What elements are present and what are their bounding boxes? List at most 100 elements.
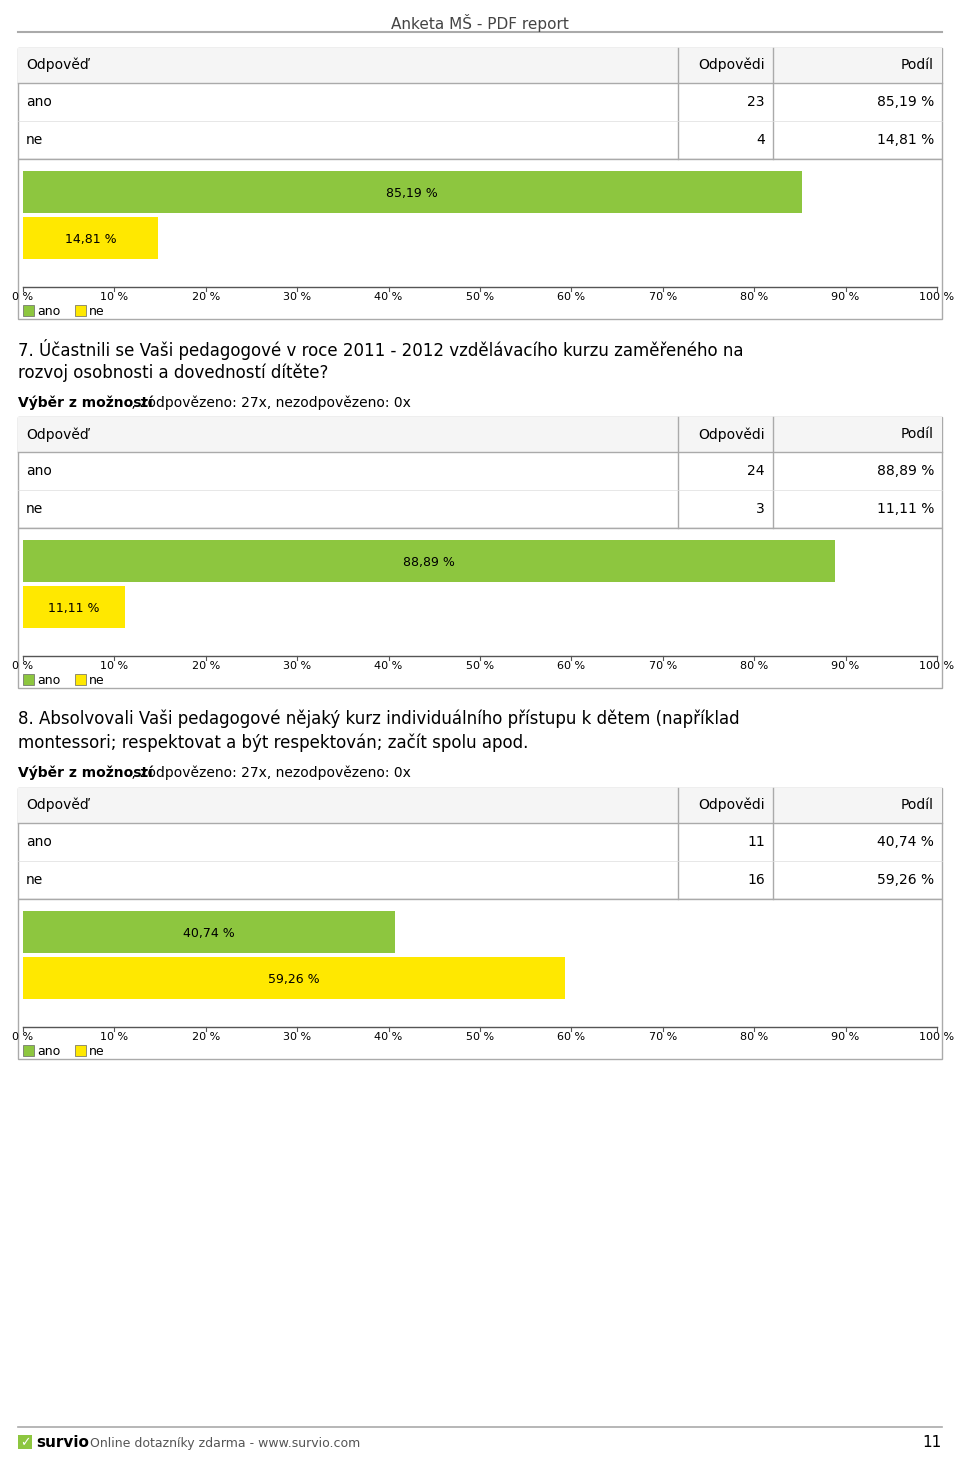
Text: Výběr z možností: Výběr z možností bbox=[18, 766, 153, 780]
Bar bbox=[75, 305, 86, 316]
Text: 80 %: 80 % bbox=[740, 661, 768, 671]
Text: 11,11 %: 11,11 % bbox=[48, 602, 100, 615]
Text: 20 %: 20 % bbox=[192, 661, 220, 671]
Text: ano: ano bbox=[37, 674, 60, 687]
Text: ano: ano bbox=[26, 465, 52, 478]
Text: 90 %: 90 % bbox=[831, 661, 860, 671]
Text: 11: 11 bbox=[747, 835, 765, 850]
Bar bbox=[23, 540, 835, 583]
Text: 90 %: 90 % bbox=[831, 292, 860, 302]
Text: ano: ano bbox=[26, 835, 52, 850]
Text: 59,26 %: 59,26 % bbox=[876, 873, 934, 886]
Text: 40 %: 40 % bbox=[374, 1032, 403, 1041]
Text: 7. Účastnili se Vaši pedagogové v roce 2011 - 2012 vzdělávacího kurzu zaměřeného: 7. Účastnili se Vaši pedagogové v roce 2… bbox=[18, 339, 743, 360]
Text: Odpovědi: Odpovědi bbox=[698, 426, 765, 441]
Bar bbox=[18, 528, 942, 687]
Text: , zodpovězeno: 27x, nezodpovězeno: 0x: , zodpovězeno: 27x, nezodpovězeno: 0x bbox=[127, 766, 411, 780]
Text: 20 %: 20 % bbox=[192, 1032, 220, 1041]
Bar bbox=[18, 1435, 32, 1448]
Text: 70 %: 70 % bbox=[649, 1032, 677, 1041]
Text: 85,19 %: 85,19 % bbox=[387, 187, 438, 201]
Text: 30 %: 30 % bbox=[283, 292, 311, 302]
Text: Online dotazníky zdarma - www.survio.com: Online dotazníky zdarma - www.survio.com bbox=[90, 1437, 360, 1450]
Text: 0 %: 0 % bbox=[12, 661, 34, 671]
Text: ne: ne bbox=[26, 502, 43, 516]
Bar bbox=[23, 217, 158, 260]
Text: 80 %: 80 % bbox=[740, 292, 768, 302]
Text: 3: 3 bbox=[756, 502, 765, 516]
Bar bbox=[23, 674, 34, 684]
Text: ne: ne bbox=[89, 1044, 105, 1058]
Text: 50 %: 50 % bbox=[466, 292, 494, 302]
Bar bbox=[18, 49, 942, 159]
Bar bbox=[75, 1044, 86, 1056]
Text: 20 %: 20 % bbox=[192, 292, 220, 302]
Text: ano: ano bbox=[26, 94, 52, 109]
Text: 0 %: 0 % bbox=[12, 292, 34, 302]
Text: Podíl: Podíl bbox=[901, 58, 934, 72]
Text: ne: ne bbox=[26, 133, 43, 148]
Text: 90 %: 90 % bbox=[831, 1032, 860, 1041]
Text: , zodpovězeno: 27x, nezodpovězeno: 0x: , zodpovězeno: 27x, nezodpovězeno: 0x bbox=[127, 395, 411, 410]
Text: Odpověď: Odpověď bbox=[26, 798, 88, 813]
Bar bbox=[23, 586, 125, 628]
Text: Odpovědi: Odpovědi bbox=[698, 798, 765, 813]
Text: 40 %: 40 % bbox=[374, 292, 403, 302]
Text: 10 %: 10 % bbox=[101, 1032, 129, 1041]
Text: 11: 11 bbox=[923, 1435, 942, 1450]
Bar bbox=[75, 674, 86, 684]
Text: 60 %: 60 % bbox=[558, 1032, 586, 1041]
Text: 40,74 %: 40,74 % bbox=[877, 835, 934, 850]
Text: 100 %: 100 % bbox=[920, 1032, 954, 1041]
Text: 10 %: 10 % bbox=[101, 292, 129, 302]
Text: ✓: ✓ bbox=[20, 1437, 31, 1448]
Bar bbox=[18, 788, 942, 898]
Text: 14,81 %: 14,81 % bbox=[65, 233, 116, 246]
Text: Odpověď: Odpověď bbox=[26, 426, 88, 441]
Bar bbox=[18, 159, 942, 319]
Bar bbox=[18, 788, 942, 823]
Text: ne: ne bbox=[89, 305, 105, 319]
Text: 14,81 %: 14,81 % bbox=[876, 133, 934, 148]
Text: rozvoj osobnosti a dovedností dítěte?: rozvoj osobnosti a dovedností dítěte? bbox=[18, 363, 328, 382]
Text: 4: 4 bbox=[756, 133, 765, 148]
Text: Odpovědi: Odpovědi bbox=[698, 58, 765, 72]
Text: 60 %: 60 % bbox=[558, 661, 586, 671]
Text: 10 %: 10 % bbox=[101, 661, 129, 671]
Text: Anketa MŠ - PDF report: Anketa MŠ - PDF report bbox=[391, 13, 569, 32]
Text: 23: 23 bbox=[748, 94, 765, 109]
Bar bbox=[23, 912, 396, 953]
Text: 11,11 %: 11,11 % bbox=[876, 502, 934, 516]
Text: 80 %: 80 % bbox=[740, 1032, 768, 1041]
Text: Podíl: Podíl bbox=[901, 426, 934, 441]
Text: 70 %: 70 % bbox=[649, 661, 677, 671]
Text: 40,74 %: 40,74 % bbox=[183, 926, 235, 940]
Text: 8. Absolvovali Vaši pedagogové nějaký kurz individuálního přístupu k dětem (např: 8. Absolvovali Vaši pedagogové nějaký ku… bbox=[18, 709, 739, 729]
Text: survio: survio bbox=[36, 1435, 89, 1450]
Bar bbox=[23, 305, 34, 316]
Text: ne: ne bbox=[89, 674, 105, 687]
Text: ano: ano bbox=[37, 305, 60, 319]
Text: 100 %: 100 % bbox=[920, 292, 954, 302]
Text: ano: ano bbox=[37, 1044, 60, 1058]
Text: 16: 16 bbox=[747, 873, 765, 886]
Text: 100 %: 100 % bbox=[920, 661, 954, 671]
Text: 30 %: 30 % bbox=[283, 1032, 311, 1041]
Text: 60 %: 60 % bbox=[558, 292, 586, 302]
Text: 40 %: 40 % bbox=[374, 661, 403, 671]
Text: Odpověď: Odpověď bbox=[26, 58, 88, 72]
Text: montessori; respektovat a být respektován; začít spolu apod.: montessori; respektovat a být respektová… bbox=[18, 735, 528, 752]
Text: Výběr z možností: Výběr z možností bbox=[18, 395, 153, 410]
Text: 24: 24 bbox=[748, 465, 765, 478]
Bar bbox=[18, 417, 942, 528]
Text: 50 %: 50 % bbox=[466, 1032, 494, 1041]
Text: 88,89 %: 88,89 % bbox=[876, 465, 934, 478]
Text: 30 %: 30 % bbox=[283, 661, 311, 671]
Text: 50 %: 50 % bbox=[466, 661, 494, 671]
Text: 0 %: 0 % bbox=[12, 1032, 34, 1041]
Text: 59,26 %: 59,26 % bbox=[268, 974, 320, 985]
Text: 70 %: 70 % bbox=[649, 292, 677, 302]
Bar bbox=[23, 171, 802, 212]
Text: 88,89 %: 88,89 % bbox=[403, 556, 455, 569]
Text: Podíl: Podíl bbox=[901, 798, 934, 813]
